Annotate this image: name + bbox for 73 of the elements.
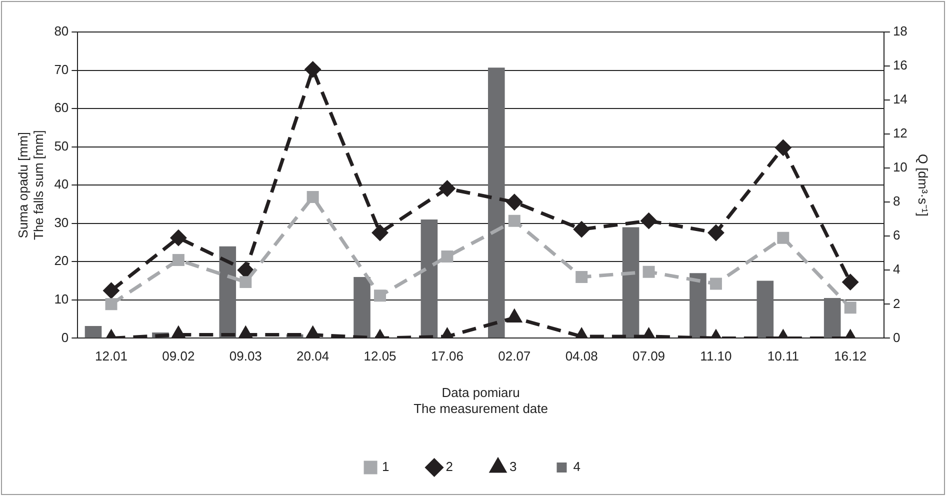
- point: [507, 310, 522, 323]
- bar: [756, 280, 774, 338]
- point: [642, 266, 655, 278]
- y2-tick-label: 4: [892, 262, 900, 277]
- y2-tick-label: 14: [892, 92, 908, 107]
- point: [172, 254, 184, 266]
- bar: [690, 273, 706, 338]
- y-tick-label: 20: [54, 253, 69, 268]
- y-tick-label: 70: [54, 62, 69, 77]
- point: [708, 224, 724, 240]
- y2-tick-label: 16: [892, 58, 908, 73]
- y-tick-label: 0: [61, 330, 69, 345]
- legend-label: 1: [382, 459, 390, 474]
- point: [240, 276, 252, 288]
- bar: [824, 298, 841, 338]
- y2-tick-label: 10: [892, 160, 908, 175]
- y-tick-label: 60: [54, 100, 69, 116]
- y-tick-label: 50: [54, 138, 69, 154]
- point: [506, 194, 522, 210]
- y2-tick-label: 8: [892, 194, 900, 209]
- y2-tick-label: 2: [892, 296, 900, 311]
- x-tick-label: 12.01: [94, 348, 128, 364]
- point: [104, 282, 120, 298]
- x-tick-label: 07.09: [632, 348, 666, 364]
- y-axis-title: Suma opadu [mm] The falls sum [mm]: [15, 130, 46, 240]
- point: [238, 262, 254, 278]
- point: [844, 302, 856, 314]
- point: [372, 224, 388, 240]
- x-tick-label: 11.10: [700, 348, 732, 364]
- point: [238, 327, 253, 338]
- bar: [622, 227, 640, 338]
- point: [641, 213, 657, 229]
- y2-axis-title: Q [dm³·s⁻¹]: [916, 154, 931, 216]
- point: [576, 270, 588, 283]
- legend-label: 3: [510, 459, 517, 474]
- point: [172, 327, 186, 338]
- y2-tick-label: 18: [892, 24, 908, 39]
- y-tick-label: 10: [54, 292, 69, 307]
- point: [306, 327, 320, 338]
- point: [508, 214, 520, 227]
- x-tick-label: 04.08: [565, 348, 598, 364]
- x-tick-label: 10.11: [767, 348, 799, 364]
- x-tick-label: 17.06: [430, 348, 464, 364]
- x-tick-label: 09.03: [229, 348, 262, 364]
- y-tick-label: 80: [54, 24, 69, 39]
- bar: [488, 68, 505, 338]
- bar: [420, 220, 438, 338]
- x-tick-label: 09.02: [162, 348, 195, 364]
- point: [306, 191, 319, 203]
- y2-tick-label: 12: [892, 126, 908, 141]
- point: [441, 250, 454, 263]
- legend-label: 2: [446, 459, 454, 474]
- point: [374, 290, 386, 302]
- legend-label: 4: [573, 459, 580, 474]
- x-tick-label: 16.12: [834, 348, 867, 364]
- point: [710, 278, 722, 290]
- x-tick-label: 02.07: [498, 348, 531, 364]
- x-tick-label: 12.05: [364, 348, 396, 364]
- point: [170, 230, 186, 246]
- y2-tick-label: 6: [892, 228, 900, 243]
- bar: [219, 246, 236, 338]
- y-tick-label: 40: [54, 176, 69, 192]
- x-axis-title: Data pomiaru The measurement date: [414, 385, 548, 416]
- point: [574, 222, 590, 238]
- y-tick-label: 30: [54, 214, 69, 230]
- point: [439, 180, 455, 196]
- x-tick-label: 20.04: [296, 348, 330, 364]
- bar: [354, 276, 370, 338]
- point: [842, 274, 858, 290]
- point: [777, 232, 790, 244]
- point: [105, 298, 118, 310]
- y2-tick-label: 0: [892, 330, 900, 345]
- bar: [84, 326, 102, 338]
